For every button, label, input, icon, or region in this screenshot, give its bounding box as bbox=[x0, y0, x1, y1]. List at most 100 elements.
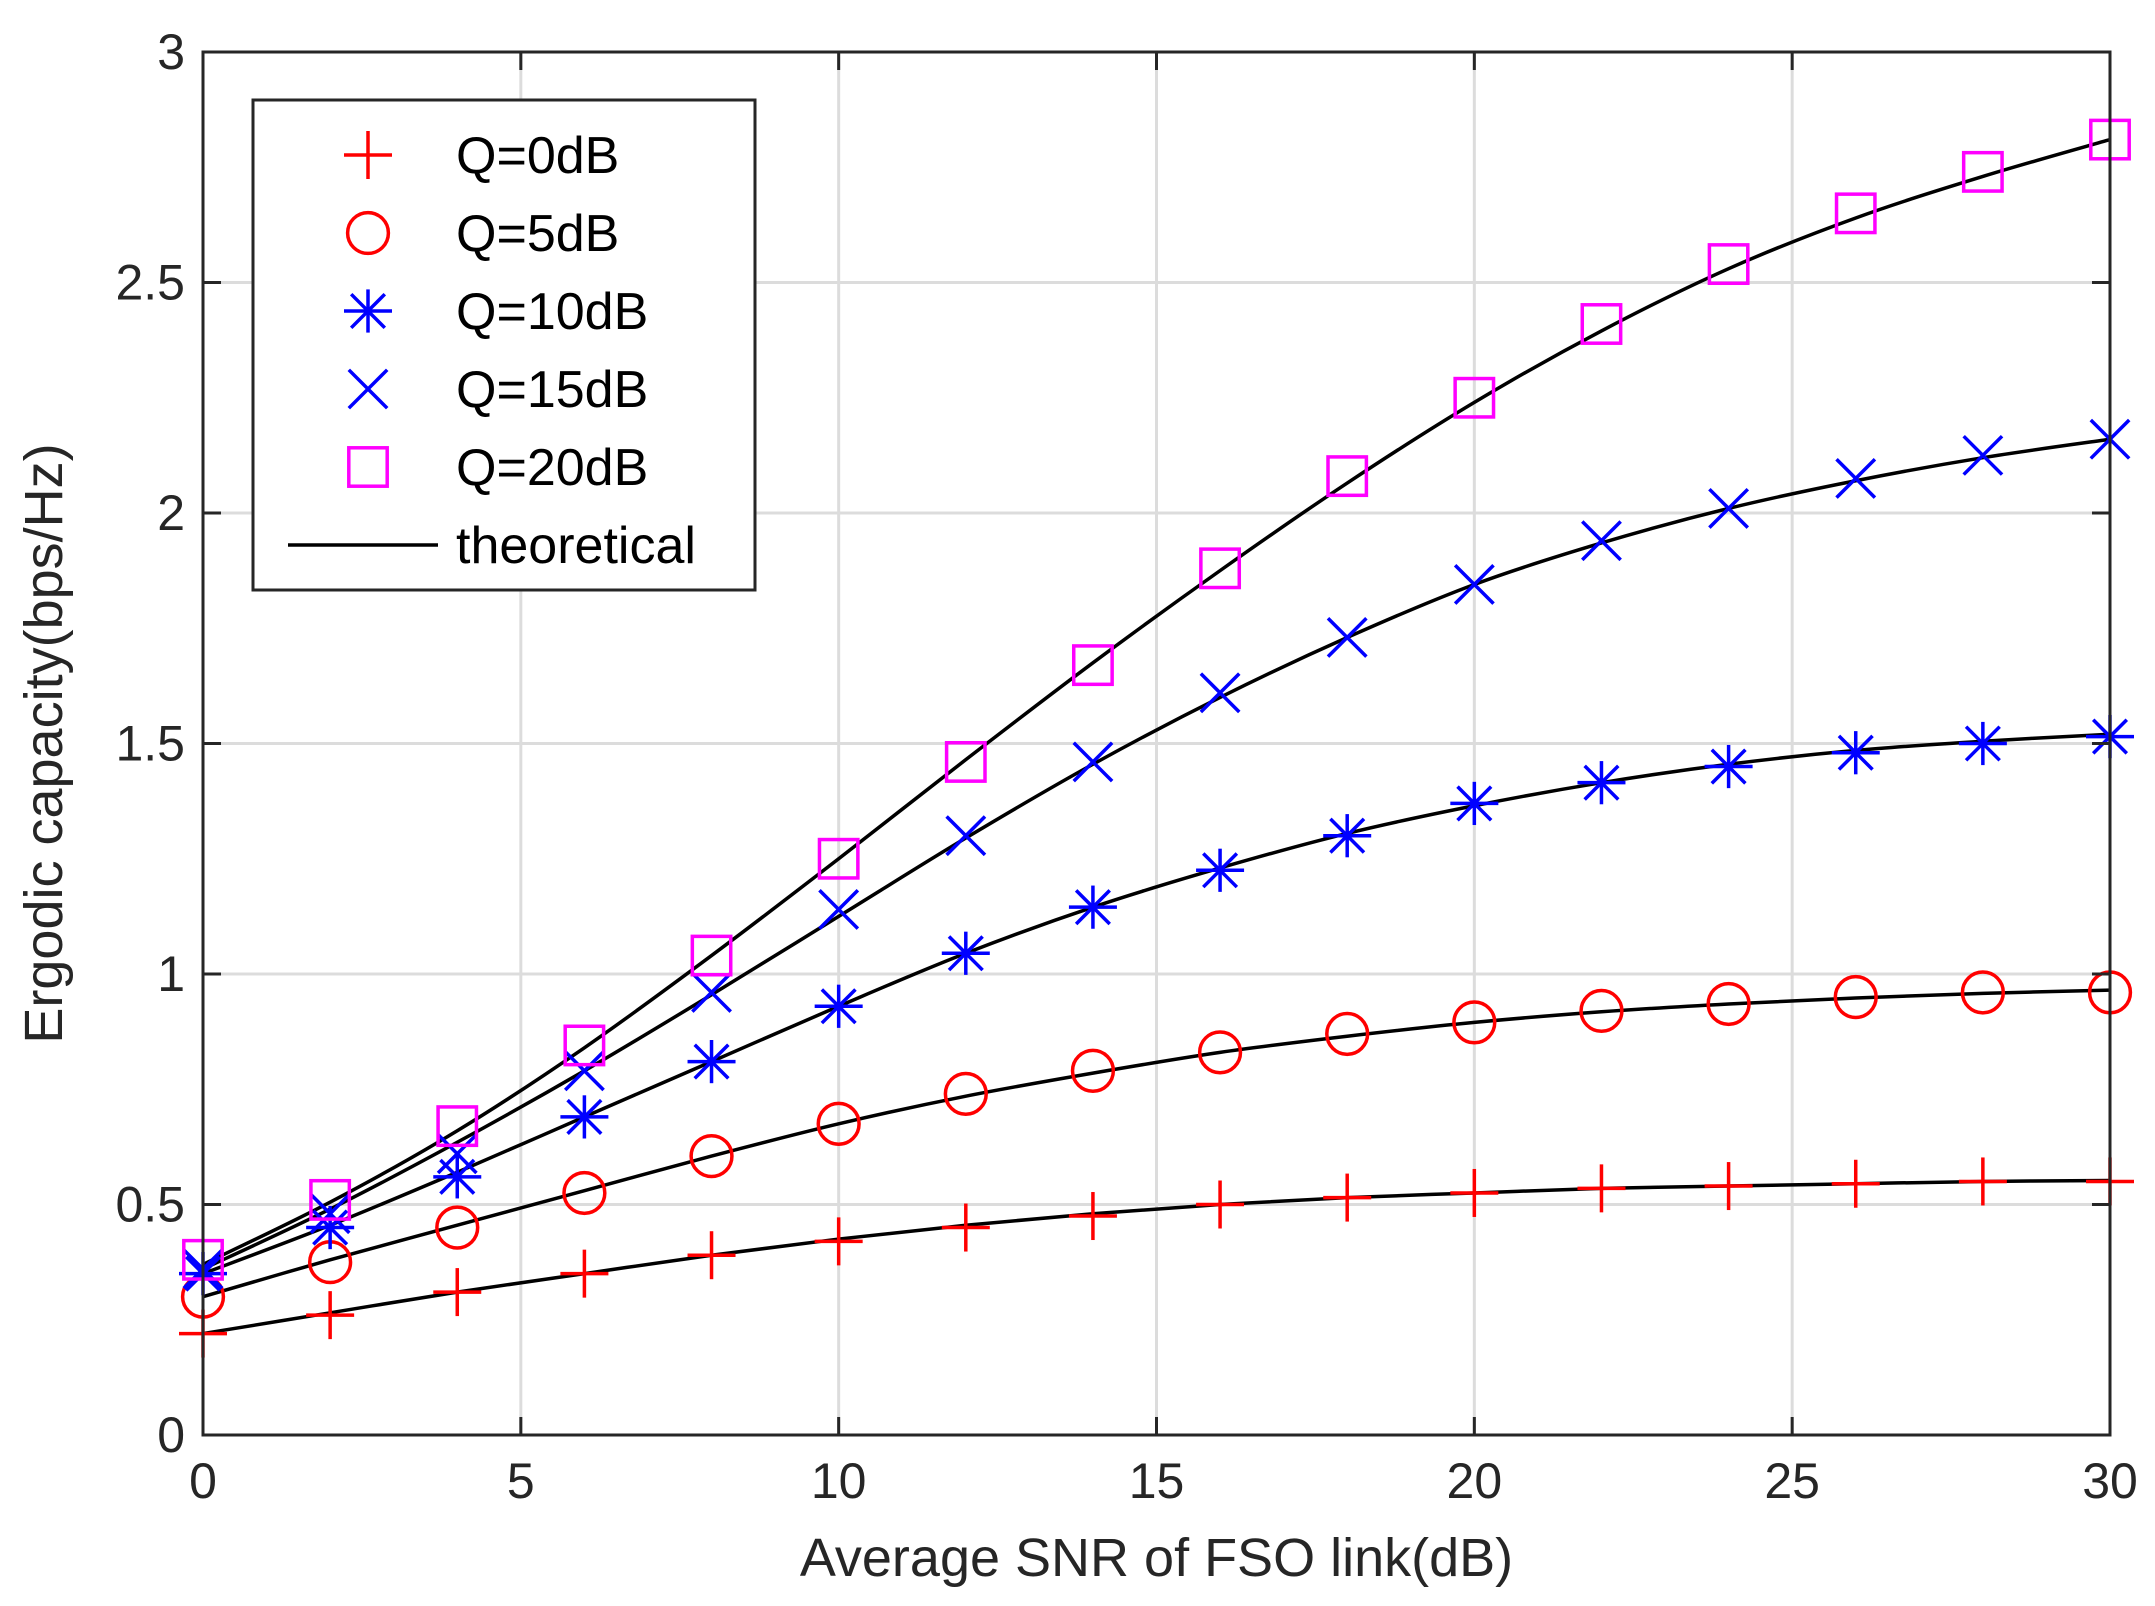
data-point bbox=[1197, 1030, 1243, 1075]
theoretical-curve-1 bbox=[202, 988, 2111, 1299]
x-tick-label: 20 bbox=[1447, 1453, 1503, 1509]
data-point bbox=[433, 1155, 482, 1199]
x-tick-label: 30 bbox=[2082, 1453, 2138, 1509]
data-point bbox=[1831, 731, 1880, 775]
data-point bbox=[309, 1178, 352, 1221]
legend-label: Q=15dB bbox=[456, 361, 648, 419]
data-point bbox=[563, 1050, 605, 1092]
legend-symbol bbox=[344, 131, 392, 179]
data-point bbox=[433, 1268, 482, 1317]
axis-ticks: 0 5 10 15 20 25 30 0 0.5 1 1.5 2 2.5 3 bbox=[115, 24, 2137, 1509]
legend-label: Q=10dB bbox=[456, 283, 648, 341]
data-point bbox=[436, 1133, 478, 1175]
data-point bbox=[817, 837, 860, 880]
legend: Q=0dB Q=5dB Q=10dB Q=15dB Q=20dB theoretical bbox=[251, 98, 757, 592]
data-point bbox=[1326, 455, 1369, 498]
legend-label: Q=5dB bbox=[456, 205, 619, 263]
series-q-15db bbox=[182, 418, 2131, 1290]
data-point bbox=[689, 1133, 734, 1179]
data-point bbox=[1961, 150, 2004, 193]
y-tick-label: 1.5 bbox=[115, 716, 185, 772]
data-point bbox=[435, 1205, 480, 1250]
data-point bbox=[1326, 617, 1368, 658]
data-point bbox=[1580, 303, 1623, 345]
data-point bbox=[1704, 1162, 1753, 1211]
data-point bbox=[1577, 1164, 1626, 1213]
data-point bbox=[1452, 1000, 1497, 1045]
y-tick-label: 3 bbox=[157, 24, 185, 80]
legend-symbol bbox=[344, 289, 392, 333]
data-point bbox=[1068, 885, 1117, 929]
data-point bbox=[944, 740, 987, 783]
data-point bbox=[1706, 981, 1751, 1027]
data-point bbox=[1199, 672, 1241, 714]
x-tick-label: 25 bbox=[1764, 1453, 1820, 1509]
data-point bbox=[1070, 1048, 1116, 1093]
data-point bbox=[941, 931, 990, 975]
y-tick-label: 0 bbox=[157, 1407, 185, 1463]
data-point bbox=[1072, 741, 1114, 783]
data-point bbox=[1579, 988, 1624, 1034]
data-point bbox=[306, 1291, 355, 1340]
data-point bbox=[1958, 1157, 2007, 1206]
data-point bbox=[1196, 848, 1245, 892]
theoretical-curves bbox=[202, 137, 2111, 1336]
y-tick-label: 2 bbox=[157, 485, 185, 541]
data-point bbox=[1450, 1168, 1499, 1217]
data-point bbox=[309, 1193, 351, 1235]
data-point bbox=[1834, 192, 1877, 235]
data-point bbox=[1708, 487, 1750, 529]
data-point bbox=[1453, 564, 1495, 605]
theoretical-curve-2 bbox=[202, 732, 2111, 1276]
y-tick-label: 0.5 bbox=[115, 1177, 185, 1233]
data-point bbox=[691, 972, 732, 1013]
legend-box bbox=[251, 98, 757, 592]
legend-label: theoretical bbox=[456, 517, 696, 575]
theoretical-curve-4 bbox=[202, 137, 2111, 1267]
series-q-0db bbox=[179, 1157, 2134, 1358]
theoretical-curve-3 bbox=[202, 437, 2111, 1271]
x-tick-label: 0 bbox=[189, 1453, 217, 1509]
data-point bbox=[1068, 1192, 1117, 1241]
data-point bbox=[1577, 761, 1626, 805]
data-point bbox=[1835, 457, 1877, 499]
data-point bbox=[687, 1231, 736, 1280]
legend-label: Q=20dB bbox=[456, 439, 648, 497]
data-point bbox=[1071, 644, 1114, 687]
data-point bbox=[1450, 781, 1499, 826]
data-point bbox=[1325, 1011, 1370, 1057]
data-point bbox=[814, 1217, 863, 1266]
data-point bbox=[1199, 547, 1242, 590]
x-axis-label: Average SNR of FSO link(dB) bbox=[800, 1528, 1513, 1588]
data-point bbox=[941, 1203, 990, 1252]
data-point bbox=[1962, 434, 2004, 476]
legend-symbol bbox=[345, 210, 391, 256]
data-point bbox=[816, 1101, 861, 1146]
data-point bbox=[1323, 814, 1372, 858]
data-point bbox=[945, 815, 987, 857]
data-point bbox=[1453, 376, 1496, 419]
x-tick-label: 15 bbox=[1129, 1453, 1185, 1509]
legend-symbol bbox=[347, 446, 389, 488]
data-point bbox=[818, 889, 860, 930]
data-point bbox=[560, 1249, 609, 1298]
data-point bbox=[436, 1105, 479, 1148]
x-tick-label: 5 bbox=[507, 1453, 535, 1509]
data-point bbox=[1707, 243, 1750, 286]
y-tick-label: 1 bbox=[157, 946, 185, 1002]
data-point bbox=[1704, 744, 1753, 789]
data-point bbox=[1833, 974, 1878, 1020]
legend-symbol bbox=[347, 368, 389, 410]
data-point bbox=[943, 1071, 988, 1117]
data-point bbox=[1323, 1173, 1372, 1222]
series-q-5db bbox=[180, 970, 2133, 1319]
theoretical-curve-0 bbox=[202, 1178, 2111, 1336]
data-point bbox=[1960, 970, 2006, 1015]
y-tick-label: 2.5 bbox=[115, 255, 185, 311]
data-point bbox=[560, 1095, 609, 1139]
data-point bbox=[1958, 721, 2007, 766]
data-point bbox=[814, 984, 863, 1028]
data-point bbox=[1581, 520, 1622, 562]
data-point bbox=[1831, 1159, 1880, 1208]
legend-label: Q=0dB bbox=[456, 127, 619, 185]
